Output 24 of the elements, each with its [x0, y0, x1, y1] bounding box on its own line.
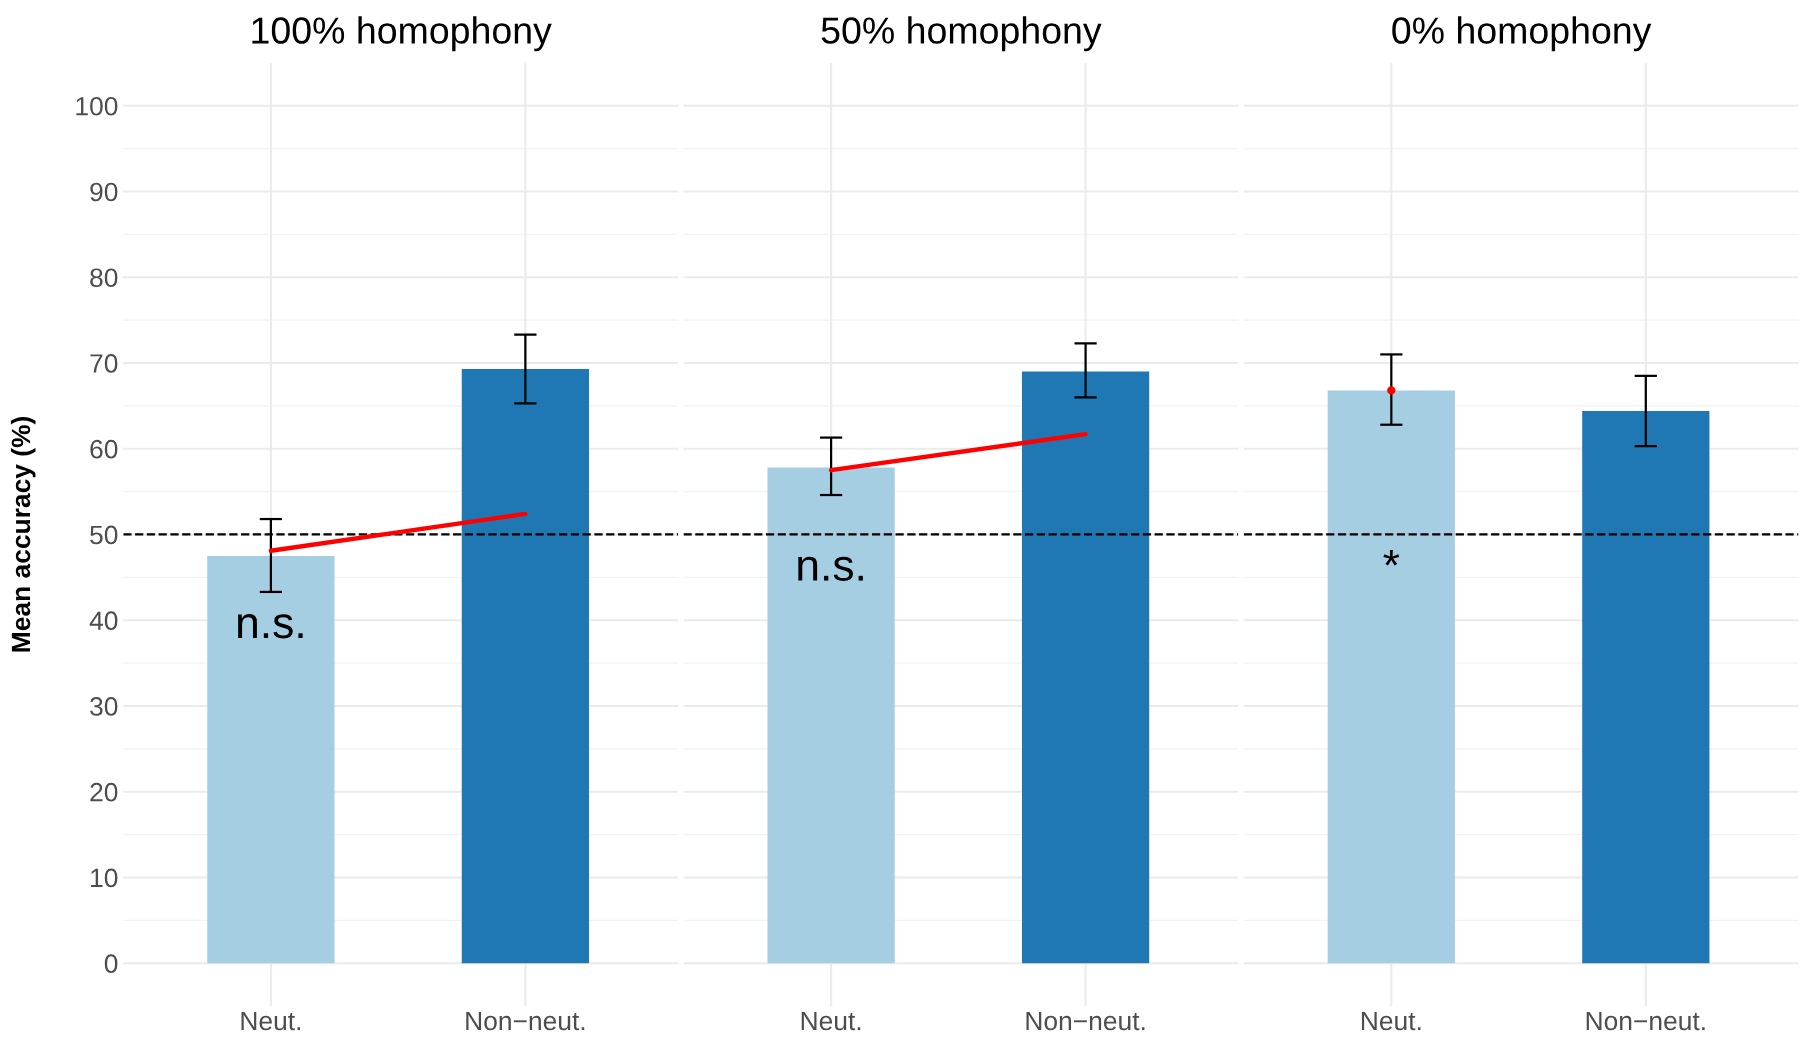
y-tick-label: 50 [90, 525, 118, 545]
x-tick-label: Non−neut. [1026, 1011, 1145, 1031]
y-tick-label: 90 [90, 182, 118, 202]
chart-title: 100% homophony [252, 16, 552, 52]
y-tick-label: 80 [90, 268, 118, 288]
y-tick-label: 60 [90, 439, 118, 459]
y-tick-label: 0 [104, 954, 118, 974]
x-tick-label: Neut. [1361, 1011, 1421, 1031]
y-axis-title: Mean accuracy (%) [10, 416, 36, 652]
annotation: n.s. [238, 614, 303, 639]
chart-title: 50% homophony [821, 16, 1102, 52]
y-tick-label: 20 [90, 782, 118, 802]
x-tick-label: Non−neut. [1586, 1011, 1705, 1031]
y-tick-label: 100 [76, 96, 118, 116]
x-tick-label: Neut. [801, 1011, 861, 1031]
y-tick-label: 40 [89, 611, 118, 631]
annotation: n.s. [798, 556, 863, 582]
chart-title: 0% homophony [1392, 16, 1652, 52]
x-tick-label: Non−neut. [466, 1011, 585, 1031]
y-tick-label: 30 [90, 697, 118, 716]
annotation: * [1383, 550, 1400, 566]
x-tick-label: Neut. [241, 1011, 301, 1031]
y-tick-label: 10 [91, 868, 118, 888]
y-tick-label: 70 [90, 354, 118, 373]
